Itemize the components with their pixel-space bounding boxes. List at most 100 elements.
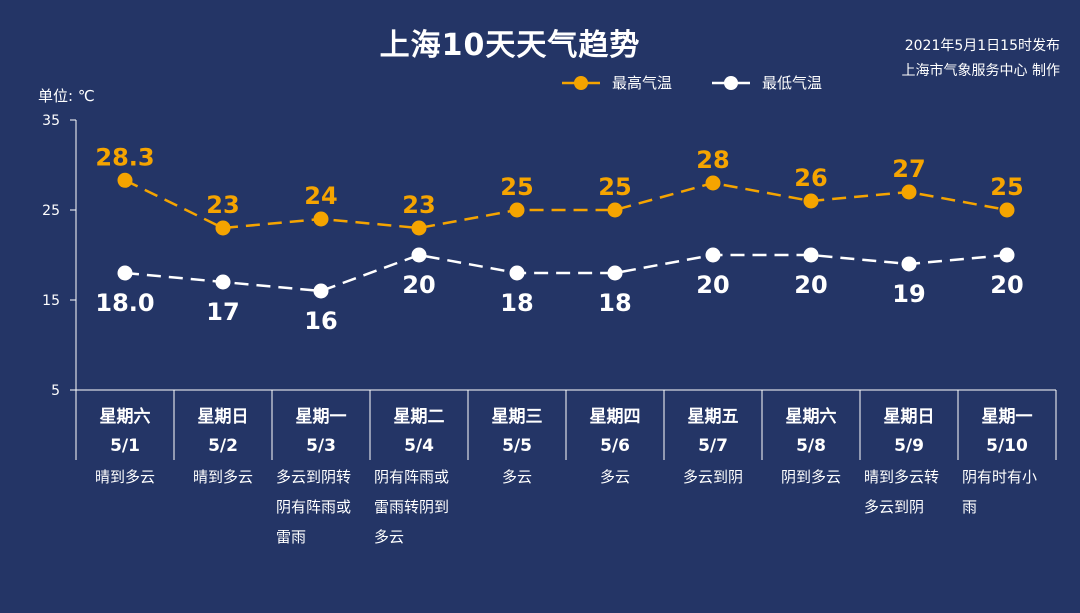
y-tick-label: 15 [42,293,60,309]
low-temperature-point [509,265,525,281]
weather-condition-line: 雨 [962,498,978,516]
weather-condition: 阴到多云 [766,462,856,492]
weather-condition-line: 雷雨转阴到 [374,498,450,516]
weather-condition-line: 多云到阴 [864,498,925,516]
high-temperature-line [124,179,1008,230]
low-temperature-label: 17 [206,298,239,326]
high-temperature-label: 25 [990,173,1023,201]
x-tick-date: 5/3 [306,436,336,456]
weather-condition: 阴有阵雨或雷雨转阴到多云 [374,462,464,552]
publish-date: 2021年5月1日15时发布 [904,38,1060,54]
high-temperature-label: 26 [794,164,827,192]
low-temperature-point [901,256,917,272]
weather-condition-line: 多云 [599,468,630,486]
y-tick-label: 25 [42,203,60,219]
high-temperature-point [509,202,525,218]
low-temperature-label: 20 [696,271,729,299]
x-tick-date: 5/6 [600,436,630,456]
x-tick-date: 5/9 [894,436,924,456]
x-tick-weekday: 星期日 [884,407,935,427]
high-temperature-point [411,220,427,236]
weather-condition-line: 晴到多云 [94,468,155,486]
x-tick-weekday: 星期六 [100,406,151,427]
y-tick-label: 35 [42,113,60,129]
x-tick-date: 5/2 [208,436,238,456]
weather-condition: 晴到多云 [80,462,170,492]
x-tick-date: 5/4 [404,436,434,456]
low-temperature-point [999,247,1015,263]
weather-condition: 阴有时有小雨 [962,462,1052,522]
x-tick-date: 5/7 [698,436,728,456]
publisher: 上海市气象服务中心 制作 [901,63,1060,79]
low-temperature-point [215,274,231,290]
low-temperature-point [607,265,623,281]
high-temperature-label: 28 [696,146,729,174]
low-temperature-point [705,247,721,263]
low-temperature-label: 20 [402,271,435,299]
x-tick-weekday: 星期一 [982,407,1033,427]
weather-condition: 多云到阴 [668,462,758,492]
weather-condition-line: 阴有阵雨或 [374,468,450,486]
low-temperature-point [411,247,427,263]
low-temperature-label: 19 [892,280,925,308]
high-temperature-label: 28.3 [95,143,154,171]
weather-condition: 晴到多云 [178,462,268,492]
low-temperature-label: 20 [990,271,1023,299]
high-temperature-point [215,220,231,236]
low-temperature-label: 18.0 [95,289,154,317]
x-tick-date: 5/10 [986,436,1028,456]
high-temperature-point [705,175,721,191]
x-tick-weekday: 星期六 [786,406,837,427]
weather-condition-line: 雷雨 [276,528,307,546]
weather-condition: 多云 [570,462,660,492]
high-temperature-label: 25 [500,173,533,201]
weather-condition-line: 晴到多云转 [864,468,940,486]
legend-low: 最低气温 [710,72,822,93]
weather-condition: 多云 [472,462,562,492]
high-temperature-point [117,172,133,188]
high-temperature-point [803,193,819,209]
chart-title: 上海10天天气趋势 [379,28,641,63]
weather-condition-line: 多云到阴转 [276,468,352,486]
high-temperature-point [313,211,329,227]
low-temperature-label: 20 [794,271,827,299]
weather-condition: 多云到阴转阴有阵雨或雷雨 [276,462,366,552]
low-temperature-label: 18 [500,289,533,317]
weather-condition-line: 晴到多云 [192,468,253,486]
high-temperature-point [999,202,1015,218]
unit-label: 单位: ℃ [38,87,95,105]
x-tick-weekday: 星期四 [590,407,641,427]
x-tick-weekday: 星期五 [688,407,739,427]
high-temperature-label: 23 [402,191,435,219]
low-temperature-label: 16 [304,307,337,335]
x-tick-date: 5/8 [796,436,826,456]
x-tick-weekday: 星期三 [492,407,543,427]
high-temperature-label: 27 [892,155,925,183]
high-temperature-label: 25 [598,173,631,201]
high-temperature-point [901,184,917,200]
legend-low-marker-icon [712,75,750,90]
high-temperature-label: 24 [304,182,337,210]
legend-high-marker-icon [562,75,600,90]
weather-condition: 晴到多云转 多云到阴 [864,462,954,522]
weather-condition-line: 阴有阵雨或 [276,498,352,516]
weather-condition-line: 多云 [501,468,532,486]
x-tick-date: 5/1 [110,436,140,456]
low-temperature-label: 18 [598,289,631,317]
weather-condition-line: 阴到多云 [780,468,841,486]
low-temperature-point [117,265,133,281]
low-temperature-line [124,253,1008,293]
x-tick-weekday: 星期一 [296,407,347,427]
x-tick-weekday: 星期二 [394,407,445,427]
weather-condition-line: 多云到阴 [682,468,743,486]
weather-condition-line: 多云 [374,528,405,546]
legend-high: 最高气温 [560,72,672,93]
low-temperature-point [803,247,819,263]
x-tick-weekday: 星期日 [198,407,249,427]
legend-low-label: 最低气温 [762,74,823,92]
weather-condition-line: 阴有时有小 [962,468,1038,486]
y-tick-label: 5 [51,383,60,399]
low-temperature-point [313,283,329,299]
high-temperature-label: 23 [206,191,239,219]
